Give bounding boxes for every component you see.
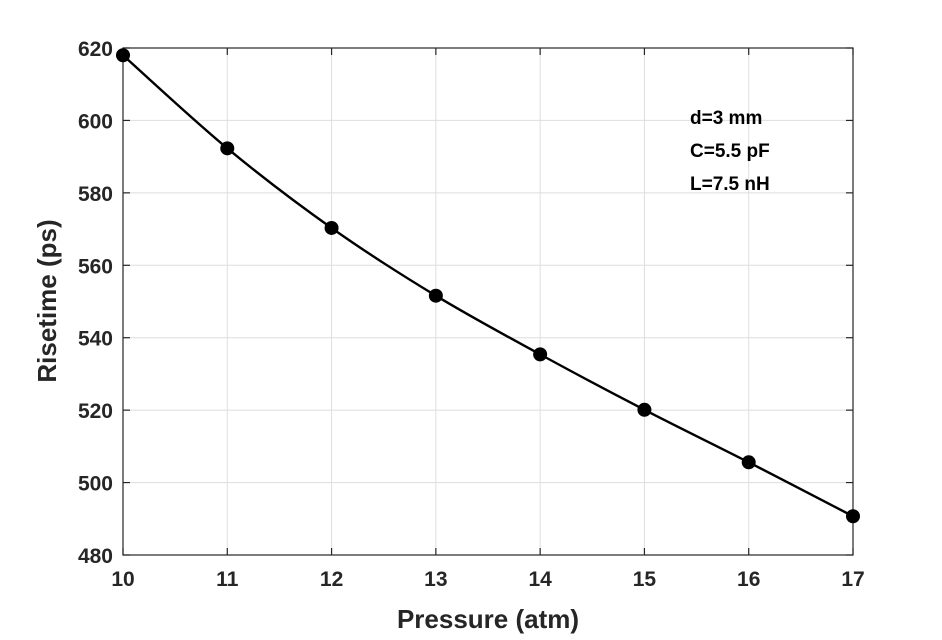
data-point-marker — [324, 220, 339, 235]
tick-marks — [122, 47, 854, 556]
y-tick-label: 520 — [78, 400, 113, 423]
data-point-marker — [533, 347, 548, 362]
annotation-gap: d=3 mm — [690, 108, 762, 129]
annotation-inductance: L=7.5 nH — [690, 174, 770, 195]
data-point-marker — [428, 288, 443, 303]
x-tick-label: 17 — [841, 568, 864, 591]
y-tick-label: 560 — [78, 255, 113, 278]
data-point-marker — [741, 455, 756, 470]
x-axis-tick-labels: 10 11 12 13 14 15 16 17 — [111, 568, 864, 591]
x-tick-label: 14 — [528, 568, 552, 591]
parameter-annotations: d=3 mm C=5.5 pF L=7.5 nH — [690, 108, 770, 195]
x-tick-label: 13 — [424, 568, 447, 591]
annotation-capacitance: C=5.5 pF — [690, 141, 770, 162]
y-tick-label: 620 — [78, 38, 113, 61]
y-axis-label: Risetime (ps) — [32, 219, 62, 382]
y-tick-label: 480 — [78, 545, 113, 568]
x-tick-label: 16 — [737, 568, 760, 591]
x-tick-label: 10 — [111, 568, 134, 591]
data-point-marker — [637, 402, 652, 417]
x-tick-label: 12 — [320, 568, 343, 591]
series-line — [122, 54, 854, 518]
data-point-marker — [116, 48, 130, 63]
x-axis-label: Pressure (atm) — [397, 604, 579, 634]
y-tick-label: 580 — [78, 183, 113, 206]
data-series — [116, 48, 860, 524]
y-tick-label: 540 — [78, 328, 113, 351]
data-point-marker — [220, 141, 235, 156]
y-tick-label: 600 — [78, 110, 113, 133]
x-tick-label: 15 — [633, 568, 657, 591]
plot-area-frame — [122, 47, 854, 556]
data-point-marker — [846, 509, 860, 524]
y-tick-label: 500 — [78, 473, 113, 496]
grid — [122, 47, 854, 556]
y-axis-tick-labels: 480 500 520 540 560 580 600 620 — [78, 38, 113, 568]
x-tick-label: 11 — [216, 568, 239, 591]
